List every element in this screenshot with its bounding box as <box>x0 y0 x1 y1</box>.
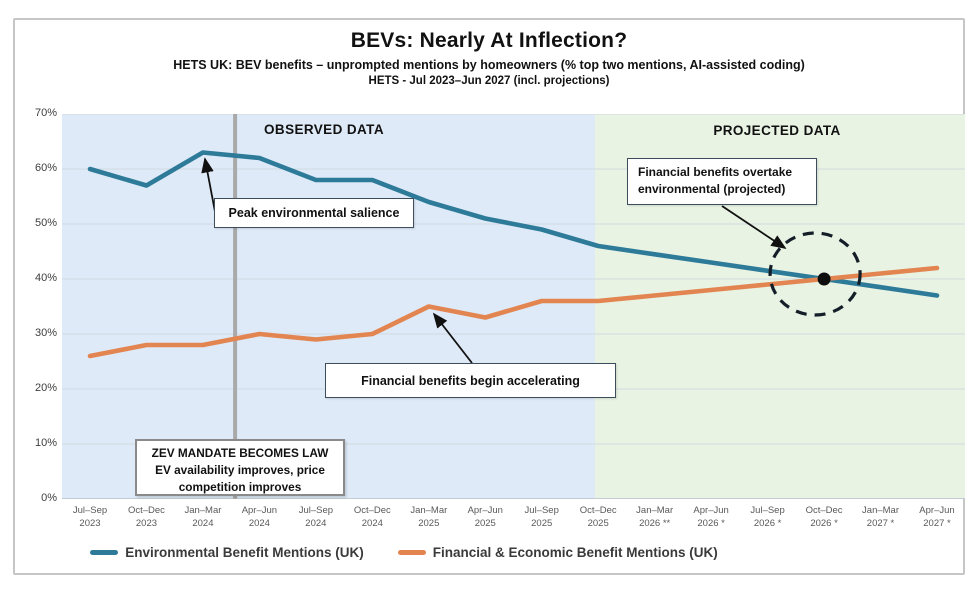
annotation-zev-mandate: ZEV MANDATE BECOMES LAW EV availability … <box>135 439 345 496</box>
annotation-overtake-line2: environmental (projected) <box>638 182 786 197</box>
annotation-financial-text: Financial benefits begin accelerating <box>361 373 580 388</box>
x-tick-label: Apr–Jun 2024 <box>241 505 278 529</box>
y-tick-label: 0% <box>41 492 57 504</box>
y-tick-label: 70% <box>34 107 57 119</box>
annotation-peak-text: Peak environmental salience <box>228 206 400 220</box>
financial-line-swatch <box>397 550 426 555</box>
y-tick-label: 20% <box>34 382 57 394</box>
x-tick-label: Jul–Sep 2026 * <box>750 505 785 529</box>
x-tick-label: Apr–Jun 2026 * <box>693 505 729 529</box>
x-tick-label: Oct–Dec 2024 <box>353 505 391 529</box>
x-tick-label: Jul–Sep 2025 <box>524 505 559 529</box>
annotation-financial-accelerating: Financial benefits begin accelerating <box>325 363 616 398</box>
x-tick-label: Jul–Sep 2023 <box>72 505 108 529</box>
x-tick-label: Oct–Dec 2026 * <box>805 505 843 529</box>
annotation-zev-line3: competition improves <box>178 480 302 495</box>
y-tick-label: 10% <box>34 437 57 449</box>
chart-header: BEVs: Nearly At Inflection? HETS UK: BEV… <box>15 29 963 87</box>
legend: Environmental Benefit Mentions (UK) Fina… <box>15 545 963 560</box>
chart-subtitle-range: HETS - Jul 2023–Jun 2027 (incl. projecti… <box>368 75 610 87</box>
x-tick-label: Jan–Mar 2027 * <box>862 505 900 529</box>
environmental-line-swatch <box>90 550 119 555</box>
chart-frame: BEVs: Nearly At Inflection? HETS UK: BEV… <box>13 18 965 575</box>
x-tick-label: Oct–Dec 2025 <box>579 505 617 529</box>
x-axis-labels: Jul–Sep 2023 Oct–Dec 2023 Jan–Mar 2024 Apr–Jun… <box>62 505 965 539</box>
legend-label-environmental: Environmental Benefit Mentions (UK) <box>125 545 364 560</box>
y-tick-label: 50% <box>34 217 57 229</box>
x-tick-label: Apr–Jun 2025 <box>467 505 503 529</box>
legend-item-environmental: Environmental Benefit Mentions (UK) <box>90 545 364 560</box>
chart-svg <box>62 114 965 499</box>
annotation-overtake-line1: Financial benefits overtake <box>638 165 793 179</box>
chart-subtitle: HETS UK: BEV benefits – unprompted menti… <box>173 58 805 72</box>
x-tick-label: Jan–Mar 2025 <box>410 505 448 529</box>
legend-label-financial: Financial & Economic Benefit Mentions (U… <box>432 545 718 560</box>
x-tick-label: Jan–Mar 2026 ** <box>636 505 674 529</box>
annotation-overtake: Financial benefits overtake environmenta… <box>627 158 817 205</box>
annotation-zev-line1: ZEV MANDATE BECOMES LAW <box>151 446 329 460</box>
x-tick-label: Jan–Mar 2024 <box>184 505 222 529</box>
annotation-peak-environmental: Peak environmental salience <box>214 198 414 228</box>
observed-data-label: OBSERVED DATA <box>264 122 384 137</box>
legend-item-financial: Financial & Economic Benefit Mentions (U… <box>397 545 718 560</box>
x-tick-label: Oct–Dec 2023 <box>127 505 165 529</box>
y-tick-label: 60% <box>34 162 57 174</box>
x-tick-label: Jul–Sep 2024 <box>298 505 334 529</box>
y-tick-label: 30% <box>34 327 57 339</box>
projected-data-label: PROJECTED DATA <box>713 123 841 138</box>
y-tick-label: 40% <box>34 272 57 284</box>
chart-title: BEVs: Nearly At Inflection? <box>350 29 628 52</box>
x-tick-label: Apr–Jun 2027 * <box>919 505 955 529</box>
annotation-zev-line2: EV availability improves, price <box>155 463 325 478</box>
